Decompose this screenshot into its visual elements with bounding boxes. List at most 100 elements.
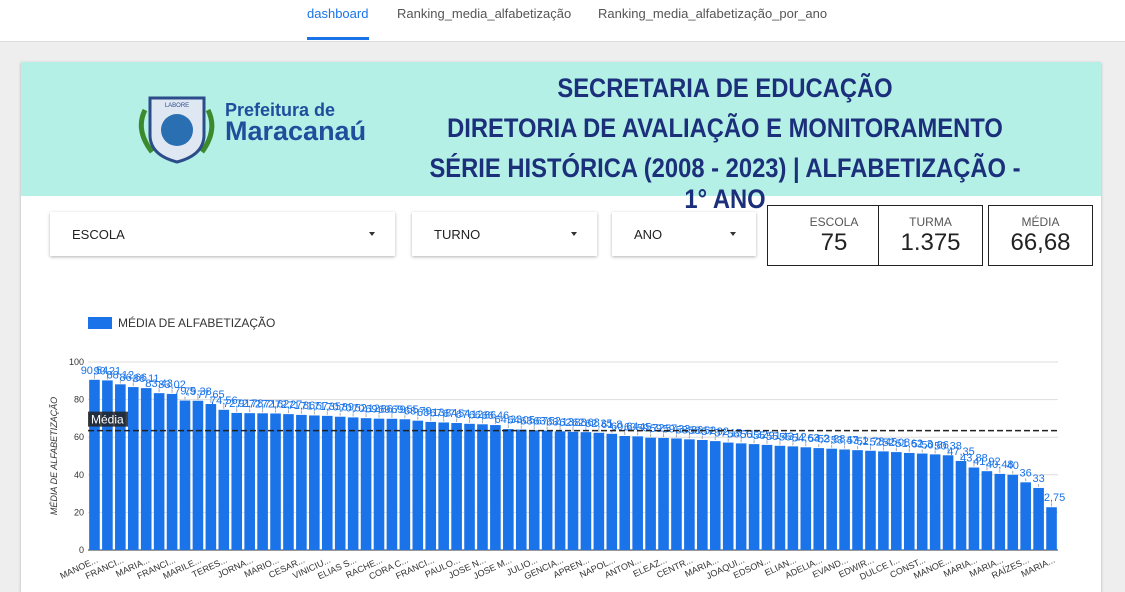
bar: [761, 444, 773, 550]
y-tick-label: 0: [79, 545, 84, 555]
data-label: 36: [1020, 467, 1032, 479]
data-label: 86,11: [133, 373, 160, 385]
bar: [1046, 507, 1057, 550]
bar: [218, 409, 230, 550]
bar: [671, 438, 682, 550]
bar: [942, 455, 954, 550]
data-label: 72,62: [262, 398, 290, 410]
data-label: 50,86: [921, 439, 949, 451]
emblem: [161, 114, 193, 146]
data-label: 59,57: [650, 423, 678, 435]
data-label: 64,05: [508, 415, 536, 427]
data-label: 69,79: [378, 404, 406, 416]
bar: [231, 412, 243, 550]
data-label: 55,12: [779, 431, 807, 443]
bar: [321, 415, 333, 550]
data-label: 59,33: [663, 423, 691, 435]
data-label: 22,75: [1038, 492, 1066, 504]
logo-text: Prefeitura de: [225, 100, 335, 120]
bar: [399, 419, 411, 550]
bar: [735, 443, 747, 550]
tab[interactable]: Ranking_media_alfabetização_por_ano: [598, 6, 828, 21]
bar: [903, 452, 915, 550]
data-label: 51,62: [896, 438, 924, 450]
data-label: 53,88: [818, 434, 846, 446]
bar: [865, 450, 876, 550]
scorecard: MÉDIA 66,68: [988, 205, 1093, 266]
logo-text: Maracanaú: [225, 116, 366, 146]
filter-dropdown[interactable]: ANO: [612, 212, 756, 256]
bar: [166, 393, 178, 550]
bar: [645, 437, 656, 550]
data-label: 71,57: [301, 400, 329, 412]
bar: [490, 425, 501, 550]
data-label: 61,8: [601, 419, 622, 431]
bar: [697, 439, 708, 550]
tab-bar: dashboard Ranking_media_alfabetização Ra…: [0, 0, 1125, 42]
bar: [425, 421, 437, 550]
data-label: 72,71: [249, 398, 277, 410]
bar: [541, 430, 553, 550]
badge-text: LABORE: [165, 103, 189, 109]
bar: [205, 404, 217, 550]
bar: [632, 436, 643, 550]
data-label: 67,12: [456, 409, 484, 421]
bar: [153, 393, 165, 550]
data-label: 88,12: [107, 369, 135, 381]
filter-dropdown[interactable]: ESCOLA: [50, 212, 395, 256]
laurel: [138, 108, 215, 154]
data-label: 70,12: [352, 403, 380, 415]
data-label: 63,13: [546, 416, 574, 428]
data-label: 72,91: [223, 398, 251, 410]
bar: [515, 429, 527, 550]
data-label: 64,33: [495, 414, 523, 426]
bar: [981, 471, 993, 550]
bar: [748, 444, 760, 550]
scorecard-value: 66,68: [1010, 229, 1071, 256]
data-label: 90,21: [94, 365, 122, 377]
bar: [826, 448, 837, 550]
filter-dropdown[interactable]: TURNO: [412, 212, 597, 256]
tab[interactable]: Ranking_media_alfabetização: [397, 6, 572, 21]
data-label: 52,45: [870, 436, 898, 448]
data-label: 79,5: [174, 386, 195, 398]
bar: [916, 453, 928, 550]
tab-indicator: [307, 37, 369, 40]
bar: [722, 442, 734, 550]
bar: [1020, 482, 1031, 550]
data-label: 54,2: [808, 433, 829, 445]
bar: [891, 452, 902, 550]
bar: [257, 413, 268, 550]
data-label: 72,78: [236, 398, 264, 410]
bar: [412, 420, 424, 550]
y-tick-label: 100: [69, 357, 84, 367]
data-label: 66,46: [482, 410, 510, 422]
tab[interactable]: dashboard: [307, 6, 369, 21]
legend-label: MÉDIA DE ALFABETIZAÇÃO: [118, 315, 275, 330]
data-label: 71,35: [314, 401, 342, 413]
bar: [438, 422, 449, 550]
bar: [955, 460, 967, 550]
data-label: 40,48: [986, 459, 1014, 471]
bar: [800, 447, 812, 550]
bar: [813, 448, 825, 550]
filter-label: ANO: [634, 227, 663, 242]
mean-label-bg: [88, 411, 128, 427]
bar: [968, 467, 980, 550]
bar: [606, 433, 618, 550]
data-label: 63,52: [533, 416, 561, 428]
data-label: 86,66: [120, 372, 148, 384]
bar: [684, 439, 695, 550]
y-tick-label: 80: [74, 395, 84, 405]
data-label: 70,89: [326, 402, 354, 414]
bar: [567, 431, 579, 550]
data-label: 72,27: [275, 399, 303, 411]
filter-label: ESCOLA: [72, 227, 125, 242]
bar: [787, 446, 799, 550]
bar: [1033, 487, 1044, 550]
y-tick-label: 20: [74, 507, 84, 517]
y-tick-label: 60: [74, 432, 84, 442]
data-label: 50,38: [934, 440, 962, 452]
bar: [503, 429, 514, 550]
